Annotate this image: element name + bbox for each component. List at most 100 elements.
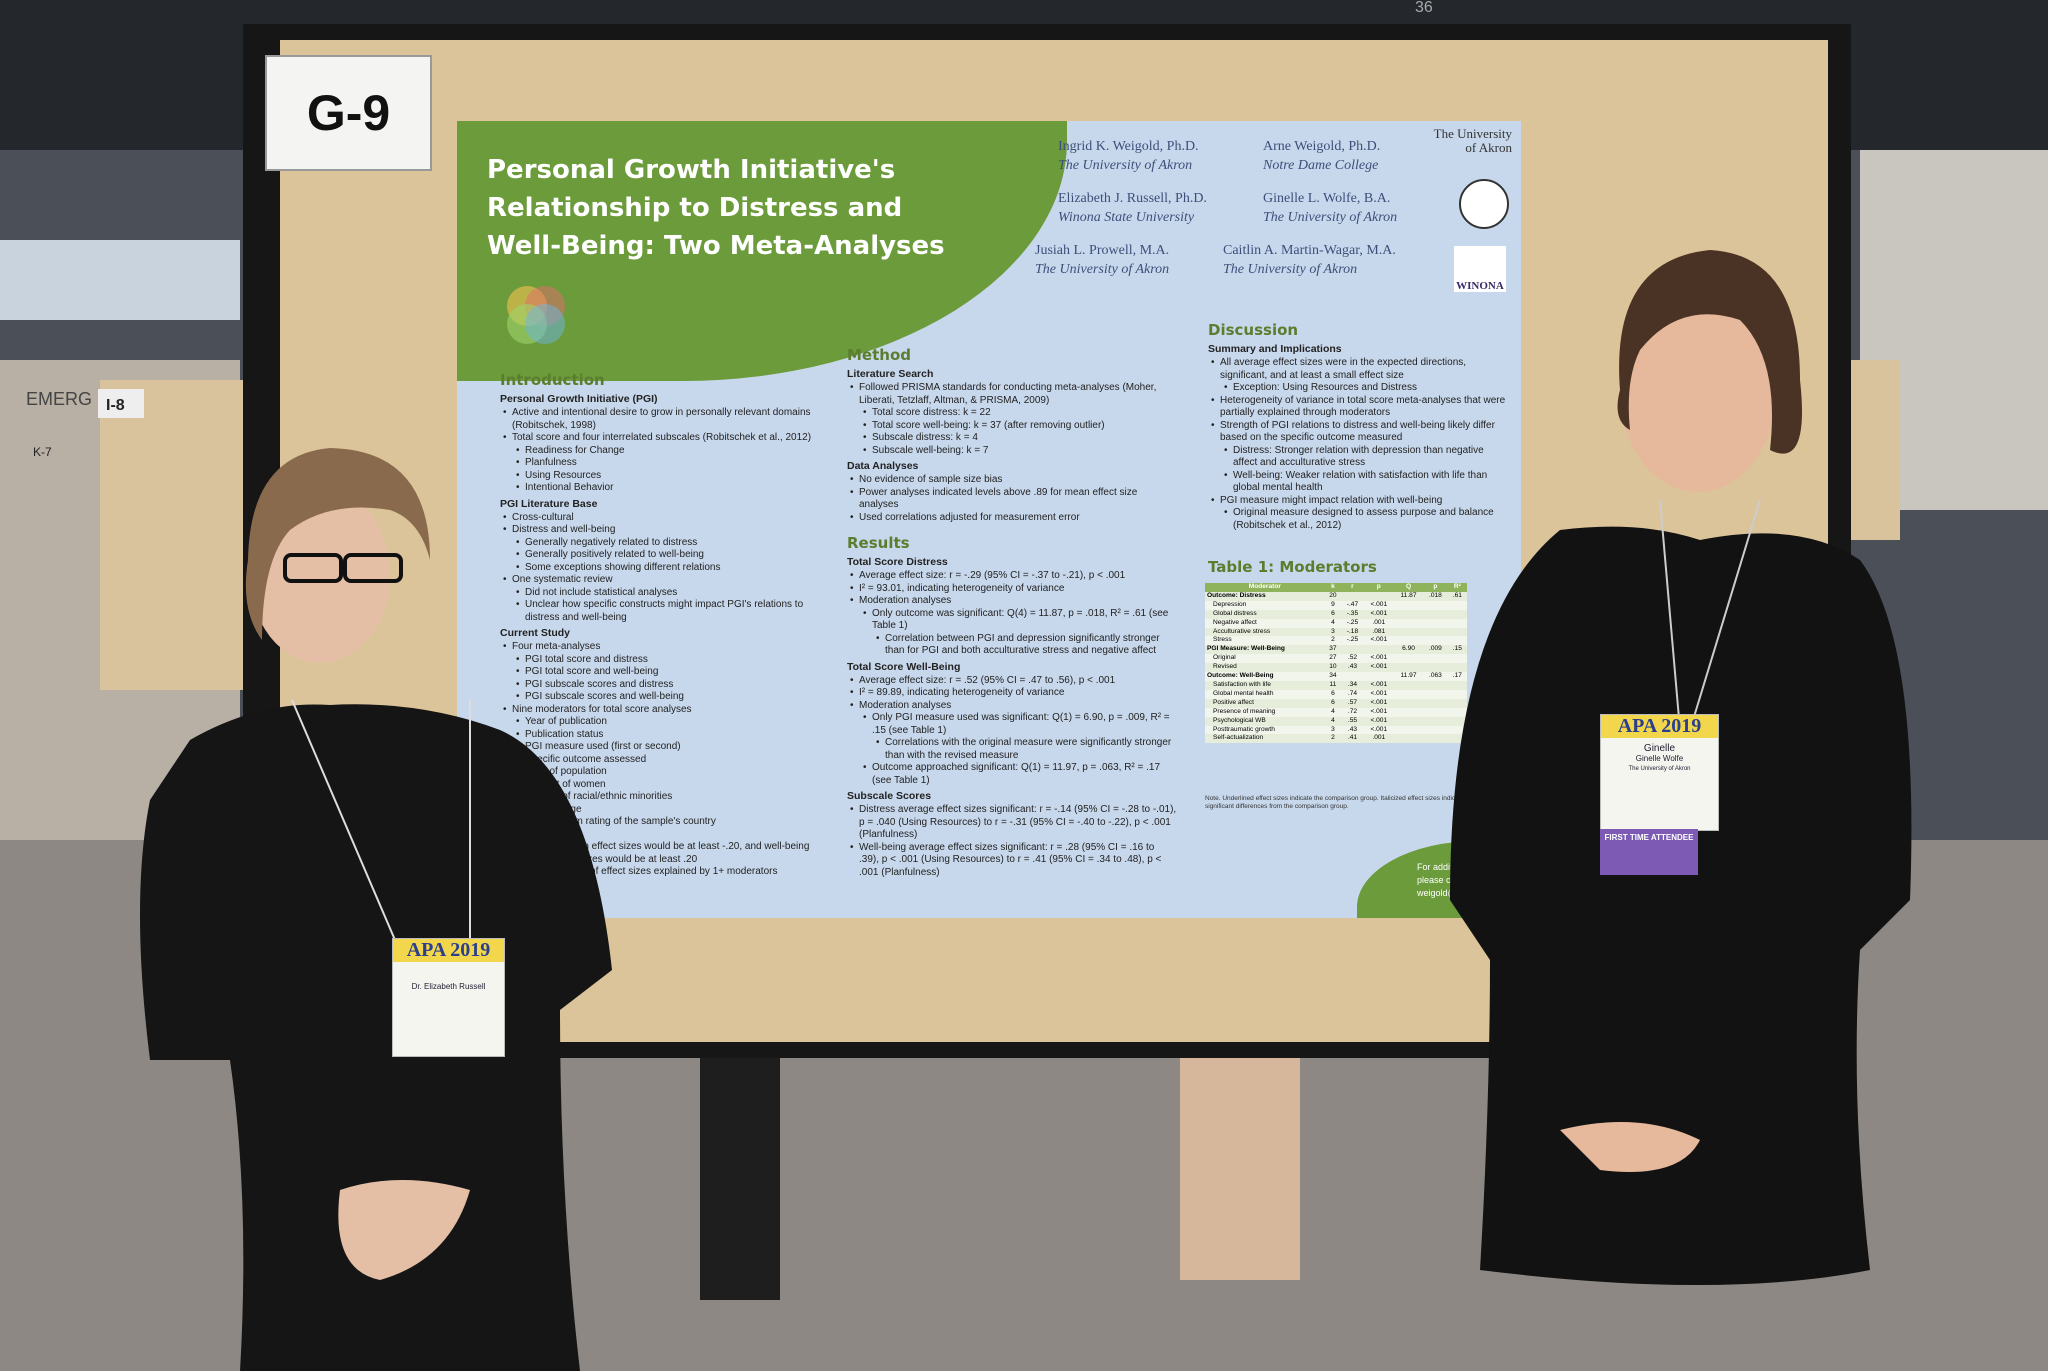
table-cell [1447,600,1467,610]
table-cell [1393,600,1424,610]
bullet: Moderation analyses [850,595,1177,608]
table-cell: .009 [1423,645,1448,655]
bullet: Generally negatively related to distress [516,537,820,550]
table-cell: 6 [1324,609,1342,619]
table-cell [1363,645,1394,655]
table-row: Negative affect 4 -.25.001 [1205,618,1467,628]
table-cell [1423,716,1448,726]
bullet: Four meta-analyses [503,641,820,654]
bullet: Using Resources [516,470,820,483]
table-cell [1393,716,1424,726]
column: Discussion Summary and Implications All av… [1208,311,1508,532]
author-name: Caitlin A. Martin-Wagar, M.A. [1223,243,1396,258]
table-cell [1341,591,1364,601]
table-cell: <.001 [1363,716,1394,726]
table-cell: -.25 [1341,618,1364,628]
author: Ingrid K. Weigold, Ph.D. The University o… [1058,137,1199,175]
bullet: Only PGI measure used was significant: Q… [863,712,1177,737]
bullet: Strength of PGI relations to distress an… [1211,420,1508,445]
bullet: Average age [516,804,820,817]
table-cell: .72 [1341,707,1364,717]
table-cell: Posttraumatic growth [1205,725,1325,735]
author-name: Elizabeth J. Russell, Ph.D. [1058,191,1207,206]
table-cell [1423,654,1448,664]
akron-logo: The University of Akron [1433,126,1512,155]
table-cell: Satisfaction with life [1205,680,1325,690]
table-cell: .41 [1341,734,1364,744]
table-cell [1447,689,1467,699]
bullet: Cross-cultural [503,512,820,525]
author-name: Ingrid K. Weigold, Ph.D. [1058,139,1199,154]
author: Arne Weigold, Ph.D. Notre Dame College [1263,137,1380,175]
table-cell: <.001 [1363,707,1394,717]
bullet: Heterogeneity of effect sizes explained … [516,866,820,879]
name-badge: APA 2019 Ginelle Ginelle Wolfe The Unive… [1600,714,1719,831]
table-cell [1447,663,1467,673]
table-row: Global mental health 6.74 <.001 [1205,689,1467,699]
bullet: Total score well-being: k = 37 (after re… [863,420,1177,433]
bullet: Distress average effect sizes significan… [850,804,1177,842]
table-cell: Negative affect [1205,618,1325,628]
badge-event: APA 2019 [393,939,504,962]
author-name: Jusiah L. Prowell, M.A. [1035,243,1170,258]
table-cell [1447,618,1467,628]
subsection-title: Data Analyses [847,460,919,472]
bullet: Percent of racial/ethnic minorities [516,791,820,804]
table-cell: .74 [1341,689,1364,699]
table-cell: 3 [1324,725,1342,735]
author: Caitlin A. Martin-Wagar, M.A. The Univers… [1223,241,1396,279]
table-cell: Presence of meaning [1205,707,1325,717]
table-row: Outcome: Well-Being 34 11.97.063.17 [1205,672,1467,681]
table-cell: .081 [1363,627,1394,637]
subsection-title: Subscale Scores [847,790,932,802]
table-cell: Global mental health [1205,689,1325,699]
table-cell [1423,680,1448,690]
table-note: Note. Underlined effect sizes indicate t… [1205,795,1465,810]
contact-line: For additional [1417,862,1472,872]
author-affiliation: The University of Akron [1223,262,1358,277]
table-row: PGI Measure: Well-Being 37 6.90.009.15 [1205,645,1467,655]
bullet: Hypotheses [503,829,820,842]
bullet: Outcome approached significant: Q(1) = 1… [863,762,1177,787]
bullet: Exception: Using Resources and Distress [1224,382,1508,395]
section-heading: Introduction [500,371,605,389]
table-cell [1363,591,1394,601]
bullet: Only outcome was significant: Q(4) = 11.… [863,608,1177,633]
bullet: PGI subscale scores and well-being [516,691,820,704]
header-cell: p [1423,583,1448,592]
table-cell: 9 [1324,600,1342,610]
name-badge: APA 2019 Dr. Elizabeth Russell [392,938,505,1057]
table-cell: <.001 [1363,600,1394,610]
table-cell [1393,734,1424,744]
table-cell [1341,645,1364,655]
table-cell: Outcome: Well-Being [1205,672,1325,681]
table-cell: 3 [1324,627,1342,637]
bullet: Followed PRISMA standards for conducting… [850,382,1177,407]
table-title: Table 1: Moderators [1208,558,1377,576]
table-cell [1423,725,1448,735]
table-cell [1393,654,1424,664]
table-cell: Self-actualization [1205,734,1325,744]
table-cell [1423,627,1448,637]
legs-behind [1180,1040,1300,1280]
table-row: Original 27.52 <.001 [1205,654,1467,664]
exit-sign: EMERG [26,389,92,409]
booth-sign: G-9 [265,55,432,171]
table-cell: <.001 [1363,609,1394,619]
bullet: PGI total score and distress [516,654,820,667]
table-cell: Stress [1205,636,1325,646]
winona-logo: WINONA [1454,246,1506,292]
table-cell: 4 [1324,618,1342,628]
table-cell [1393,725,1424,735]
bullet: Total score distress: k = 22 [863,407,1177,420]
ceiling-number: 36 [1415,0,1433,16]
subsection-title: Literature Search [847,368,934,380]
bullet: Average effect size: r = .52 (95% CI = .… [850,675,1177,688]
subsection-title: Current Study [500,627,571,639]
table-cell [1393,627,1424,637]
bullet: Average effect size: r = -.29 (95% CI = … [850,570,1177,583]
table-cell: Positive affect [1205,698,1325,708]
bullet: I² = 89.89, indicating heterogeneity of … [850,687,1177,700]
